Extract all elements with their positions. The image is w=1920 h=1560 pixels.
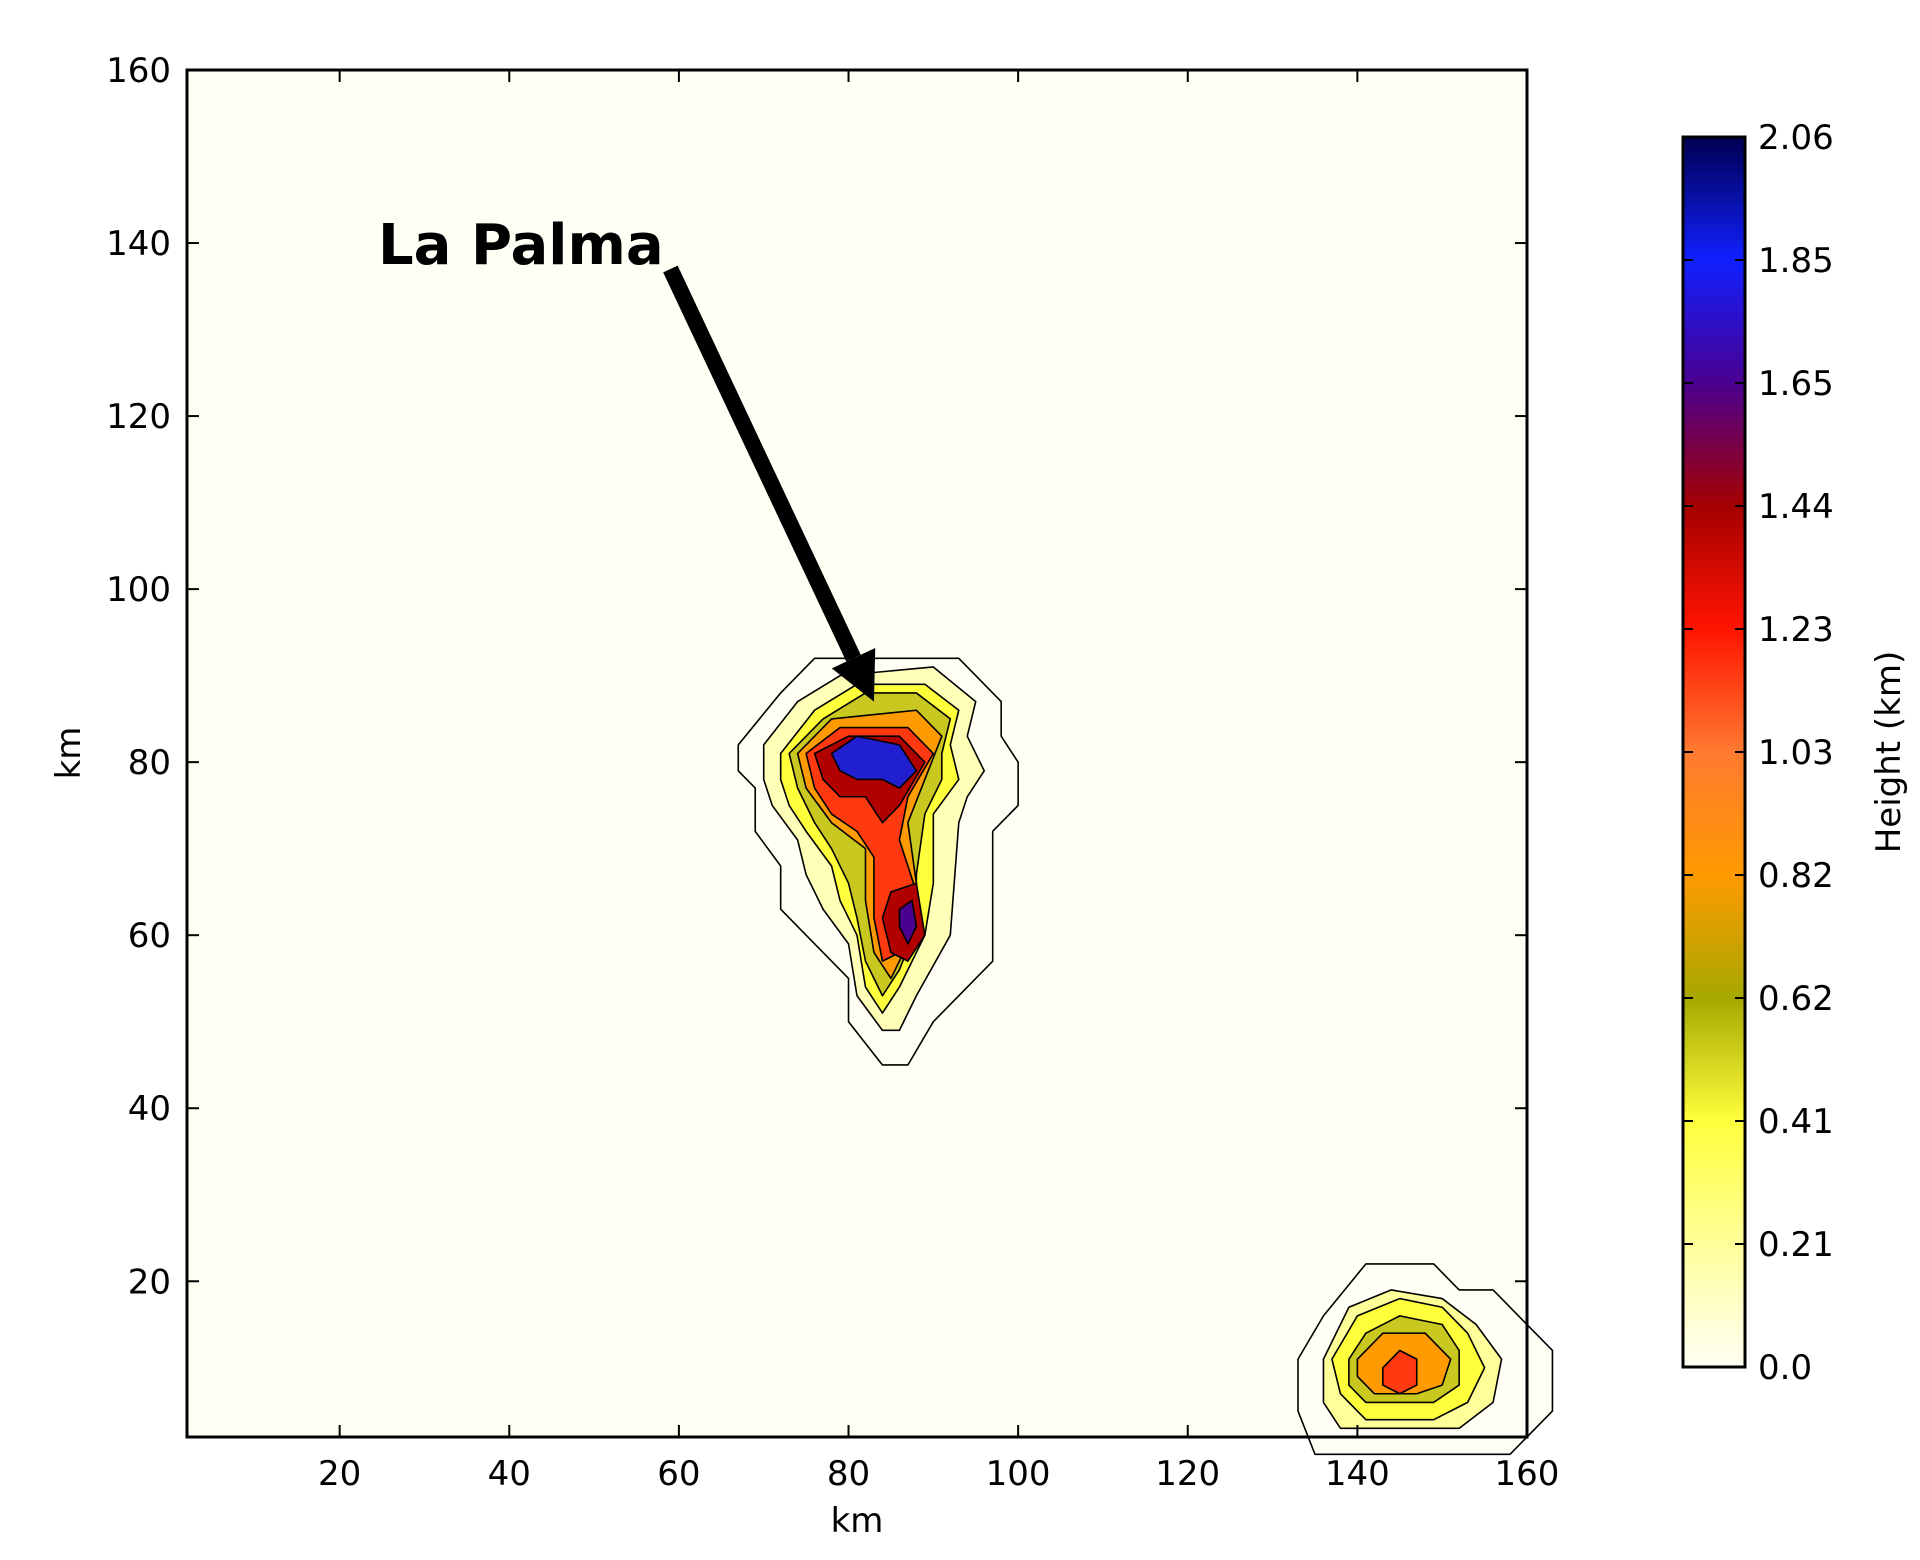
y-tick-label: 60 xyxy=(128,916,171,956)
y-tick-label: 140 xyxy=(106,224,171,264)
y-tick-label: 80 xyxy=(128,743,171,783)
x-tick-label: 120 xyxy=(1155,1454,1220,1494)
colorbar-tick-label: 1.03 xyxy=(1758,733,1834,773)
colorbar-tick-label: 0.21 xyxy=(1758,1225,1834,1265)
colorbar-tick-label: 2.06 xyxy=(1758,118,1834,158)
y-tick-label: 160 xyxy=(106,51,171,91)
colorbar-label: Height (km) xyxy=(1869,651,1909,854)
x-axis-label: km xyxy=(831,1501,884,1541)
annotation-label: La Palma xyxy=(378,213,664,278)
colorbar-tick-label: 1.44 xyxy=(1758,487,1834,527)
y-tick-label: 100 xyxy=(106,570,171,610)
x-tick-label: 160 xyxy=(1495,1454,1560,1494)
y-tick-label: 40 xyxy=(128,1089,171,1129)
contour-layer xyxy=(737,657,1554,1456)
colorbar-ticks: 0.0 0.21 0.41 0.62 0.82 1.03 1.23 1.44 1.65 1.85 2… xyxy=(1683,118,1834,1388)
annotation-arrow-head xyxy=(831,647,876,702)
x-tick-label: 60 xyxy=(657,1454,700,1494)
colorbar-tick-label: 0.41 xyxy=(1758,1102,1834,1142)
colorbar-tick-label: 1.65 xyxy=(1758,364,1834,404)
y-tick-label: 120 xyxy=(106,397,171,437)
x-tick-label: 100 xyxy=(986,1454,1051,1494)
colorbar-tick-label: 0.0 xyxy=(1758,1348,1812,1388)
plot-frame xyxy=(185,68,1529,1439)
island-contour-level-9 xyxy=(898,899,918,945)
south-island-contour-level-5 xyxy=(1382,1349,1418,1395)
colorbar-tick-label: 0.62 xyxy=(1758,979,1834,1019)
island-contour-level-8 xyxy=(830,735,918,789)
x-tick-label: 140 xyxy=(1325,1454,1390,1494)
colorbar-tick-label: 1.85 xyxy=(1758,241,1834,281)
annotation-arrow-shaft xyxy=(663,265,861,662)
y-axis-ticks: 20 40 60 80 100 120 140 160 xyxy=(106,51,1527,1302)
x-axis-ticks: 20 40 60 80 100 120 140 160 xyxy=(318,70,1559,1494)
colorbar xyxy=(1681,135,1747,1369)
x-tick-label: 80 xyxy=(827,1454,870,1494)
colorbar-tick-label: 1.23 xyxy=(1758,610,1834,650)
y-tick-label: 20 xyxy=(128,1262,171,1302)
x-tick-label: 40 xyxy=(488,1454,531,1494)
annotation: La Palma xyxy=(378,213,876,702)
y-axis-label: km xyxy=(49,727,89,780)
x-tick-label: 20 xyxy=(318,1454,361,1494)
colorbar-tick-label: 0.82 xyxy=(1758,856,1834,896)
